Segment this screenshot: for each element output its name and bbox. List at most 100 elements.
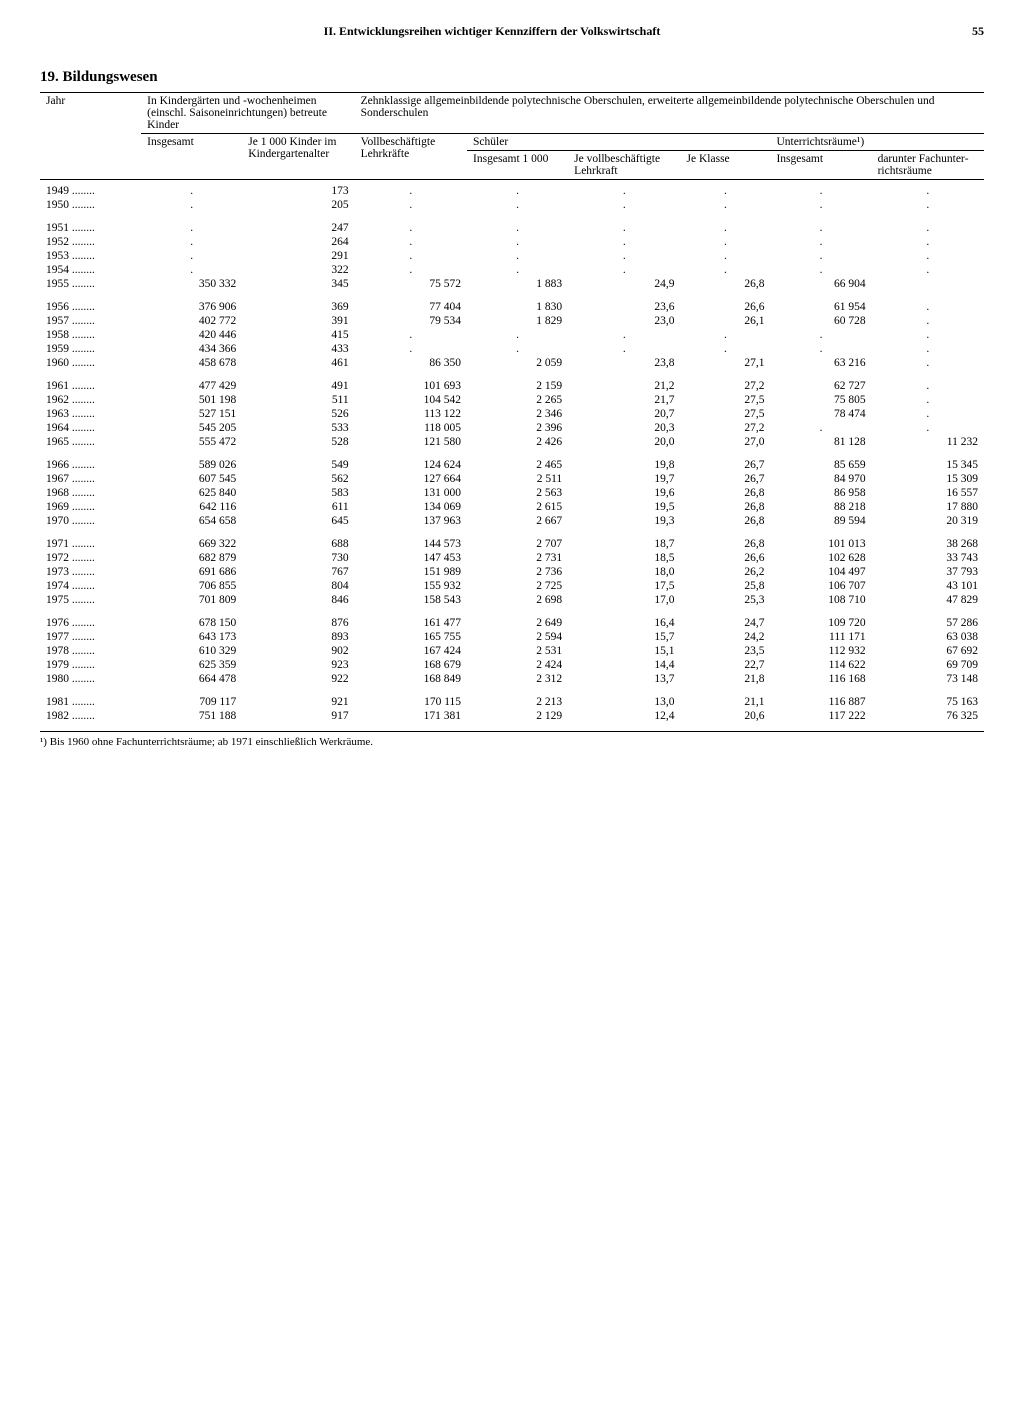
colgroup-kindergarten: In Kindergärten und -wochenheimen (einsc…: [141, 93, 355, 134]
cell-value: 876: [242, 607, 354, 630]
cell-value: 18,5: [568, 551, 680, 565]
cell-value: 111 171: [770, 630, 871, 644]
cell-value: 88 218: [770, 500, 871, 514]
table-row: 1969 ........642 116611134 0692 61519,52…: [40, 500, 984, 514]
cell-value: 19,8: [568, 449, 680, 472]
cell-value: 2 465: [467, 449, 568, 472]
cell-year: 1978 ........: [40, 644, 141, 658]
cell-value: 116 168: [770, 672, 871, 686]
cell-value: .: [568, 342, 680, 356]
cell-value: 2 615: [467, 500, 568, 514]
cell-value: 15 345: [872, 449, 984, 472]
cell-value: 709 117: [141, 686, 242, 709]
cell-year: 1958 ........: [40, 328, 141, 342]
cell-value: 706 855: [141, 579, 242, 593]
cell-value: 63 216: [770, 356, 871, 370]
cell-value: 434 366: [141, 342, 242, 356]
cell-value: 643 173: [141, 630, 242, 644]
cell-year: 1968 ........: [40, 486, 141, 500]
cell-value: 117 222: [770, 709, 871, 723]
cell-value: 21,2: [568, 370, 680, 393]
section-name: Bildungswesen: [63, 69, 158, 85]
cell-value: 37 793: [872, 565, 984, 579]
cell-value: .: [770, 342, 871, 356]
cell-value: 767: [242, 565, 354, 579]
cell-value: .: [355, 198, 467, 212]
cell-value: 691 686: [141, 565, 242, 579]
cell-value: .: [141, 249, 242, 263]
cell-value: 151 989: [355, 565, 467, 579]
cell-value: 16,4: [568, 607, 680, 630]
cell-value: 26,1: [681, 314, 771, 328]
cell-value: 27,2: [681, 421, 771, 435]
cell-value: .: [872, 198, 984, 212]
cell-value: .: [568, 249, 680, 263]
cell-value: 625 840: [141, 486, 242, 500]
cell-value: 2 667: [467, 514, 568, 528]
cell-year: 1959 ........: [40, 342, 141, 356]
cell-value: 669 322: [141, 528, 242, 551]
cell-value: .: [355, 342, 467, 356]
cell-value: 19,5: [568, 500, 680, 514]
cell-value: 137 963: [355, 514, 467, 528]
cell-value: 2 736: [467, 565, 568, 579]
cell-value: 21,8: [681, 672, 771, 686]
table-row: 1949 .........173......: [40, 184, 984, 198]
cell-value: 730: [242, 551, 354, 565]
cell-year: 1969 ........: [40, 500, 141, 514]
col-rooms-special: darunter Fachunter­richtsräume: [872, 151, 984, 180]
data-table: Jahr In Kindergärten und -wochenheimen (…: [40, 92, 984, 723]
cell-value: 127 664: [355, 472, 467, 486]
cell-value: 2 707: [467, 528, 568, 551]
cell-value: 78 474: [770, 407, 871, 421]
cell-year: 1974 ........: [40, 579, 141, 593]
page-header: II. Entwicklungsreihen wichtiger Kennzif…: [40, 24, 984, 39]
cell-value: 2 265: [467, 393, 568, 407]
cell-value: 118 005: [355, 421, 467, 435]
colgroup-schools: Zehnklassige allgemeinbildende polytechn…: [355, 93, 984, 134]
cell-value: 60 728: [770, 314, 871, 328]
cell-value: .: [770, 235, 871, 249]
cell-value: 73 148: [872, 672, 984, 686]
cell-year: 1962 ........: [40, 393, 141, 407]
cell-value: 171 381: [355, 709, 467, 723]
cell-value: 27,2: [681, 370, 771, 393]
table-row: 1972 ........682 879730147 4532 73118,52…: [40, 551, 984, 565]
cell-value: .: [872, 235, 984, 249]
cell-year: 1970 ........: [40, 514, 141, 528]
cell-value: .: [355, 249, 467, 263]
cell-value: 12,4: [568, 709, 680, 723]
cell-value: 2 396: [467, 421, 568, 435]
cell-value: 2 424: [467, 658, 568, 672]
cell-value: 27,1: [681, 356, 771, 370]
cell-value: 23,5: [681, 644, 771, 658]
cell-value: 173: [242, 184, 354, 198]
cell-value: 533: [242, 421, 354, 435]
cell-year: 1954 ........: [40, 263, 141, 277]
cell-year: 1956 ........: [40, 291, 141, 314]
cell-value: 701 809: [141, 593, 242, 607]
cell-value: 26,7: [681, 449, 771, 472]
cell-value: 109 720: [770, 607, 871, 630]
cell-value: 134 069: [355, 500, 467, 514]
cell-value: 114 622: [770, 658, 871, 672]
cell-value: .: [872, 342, 984, 356]
cell-value: .: [467, 342, 568, 356]
table-row: 1966 ........589 026549124 6242 46519,82…: [40, 449, 984, 472]
cell-value: .: [355, 184, 467, 198]
cell-value: 61 954: [770, 291, 871, 314]
cell-value: .: [568, 263, 680, 277]
cell-value: 113 122: [355, 407, 467, 421]
table-row: 1971 ........669 322688144 5732 70718,72…: [40, 528, 984, 551]
cell-value: .: [355, 212, 467, 235]
cell-value: .: [872, 393, 984, 407]
cell-value: 291: [242, 249, 354, 263]
cell-value: .: [141, 235, 242, 249]
cell-value: 84 970: [770, 472, 871, 486]
running-head: II. Entwicklungsreihen wichtiger Kennzif…: [40, 24, 944, 39]
cell-value: 491: [242, 370, 354, 393]
cell-value: 645: [242, 514, 354, 528]
cell-year: 1976 ........: [40, 607, 141, 630]
cell-value: .: [467, 212, 568, 235]
table-row: 1957 ........402 77239179 5341 82923,026…: [40, 314, 984, 328]
